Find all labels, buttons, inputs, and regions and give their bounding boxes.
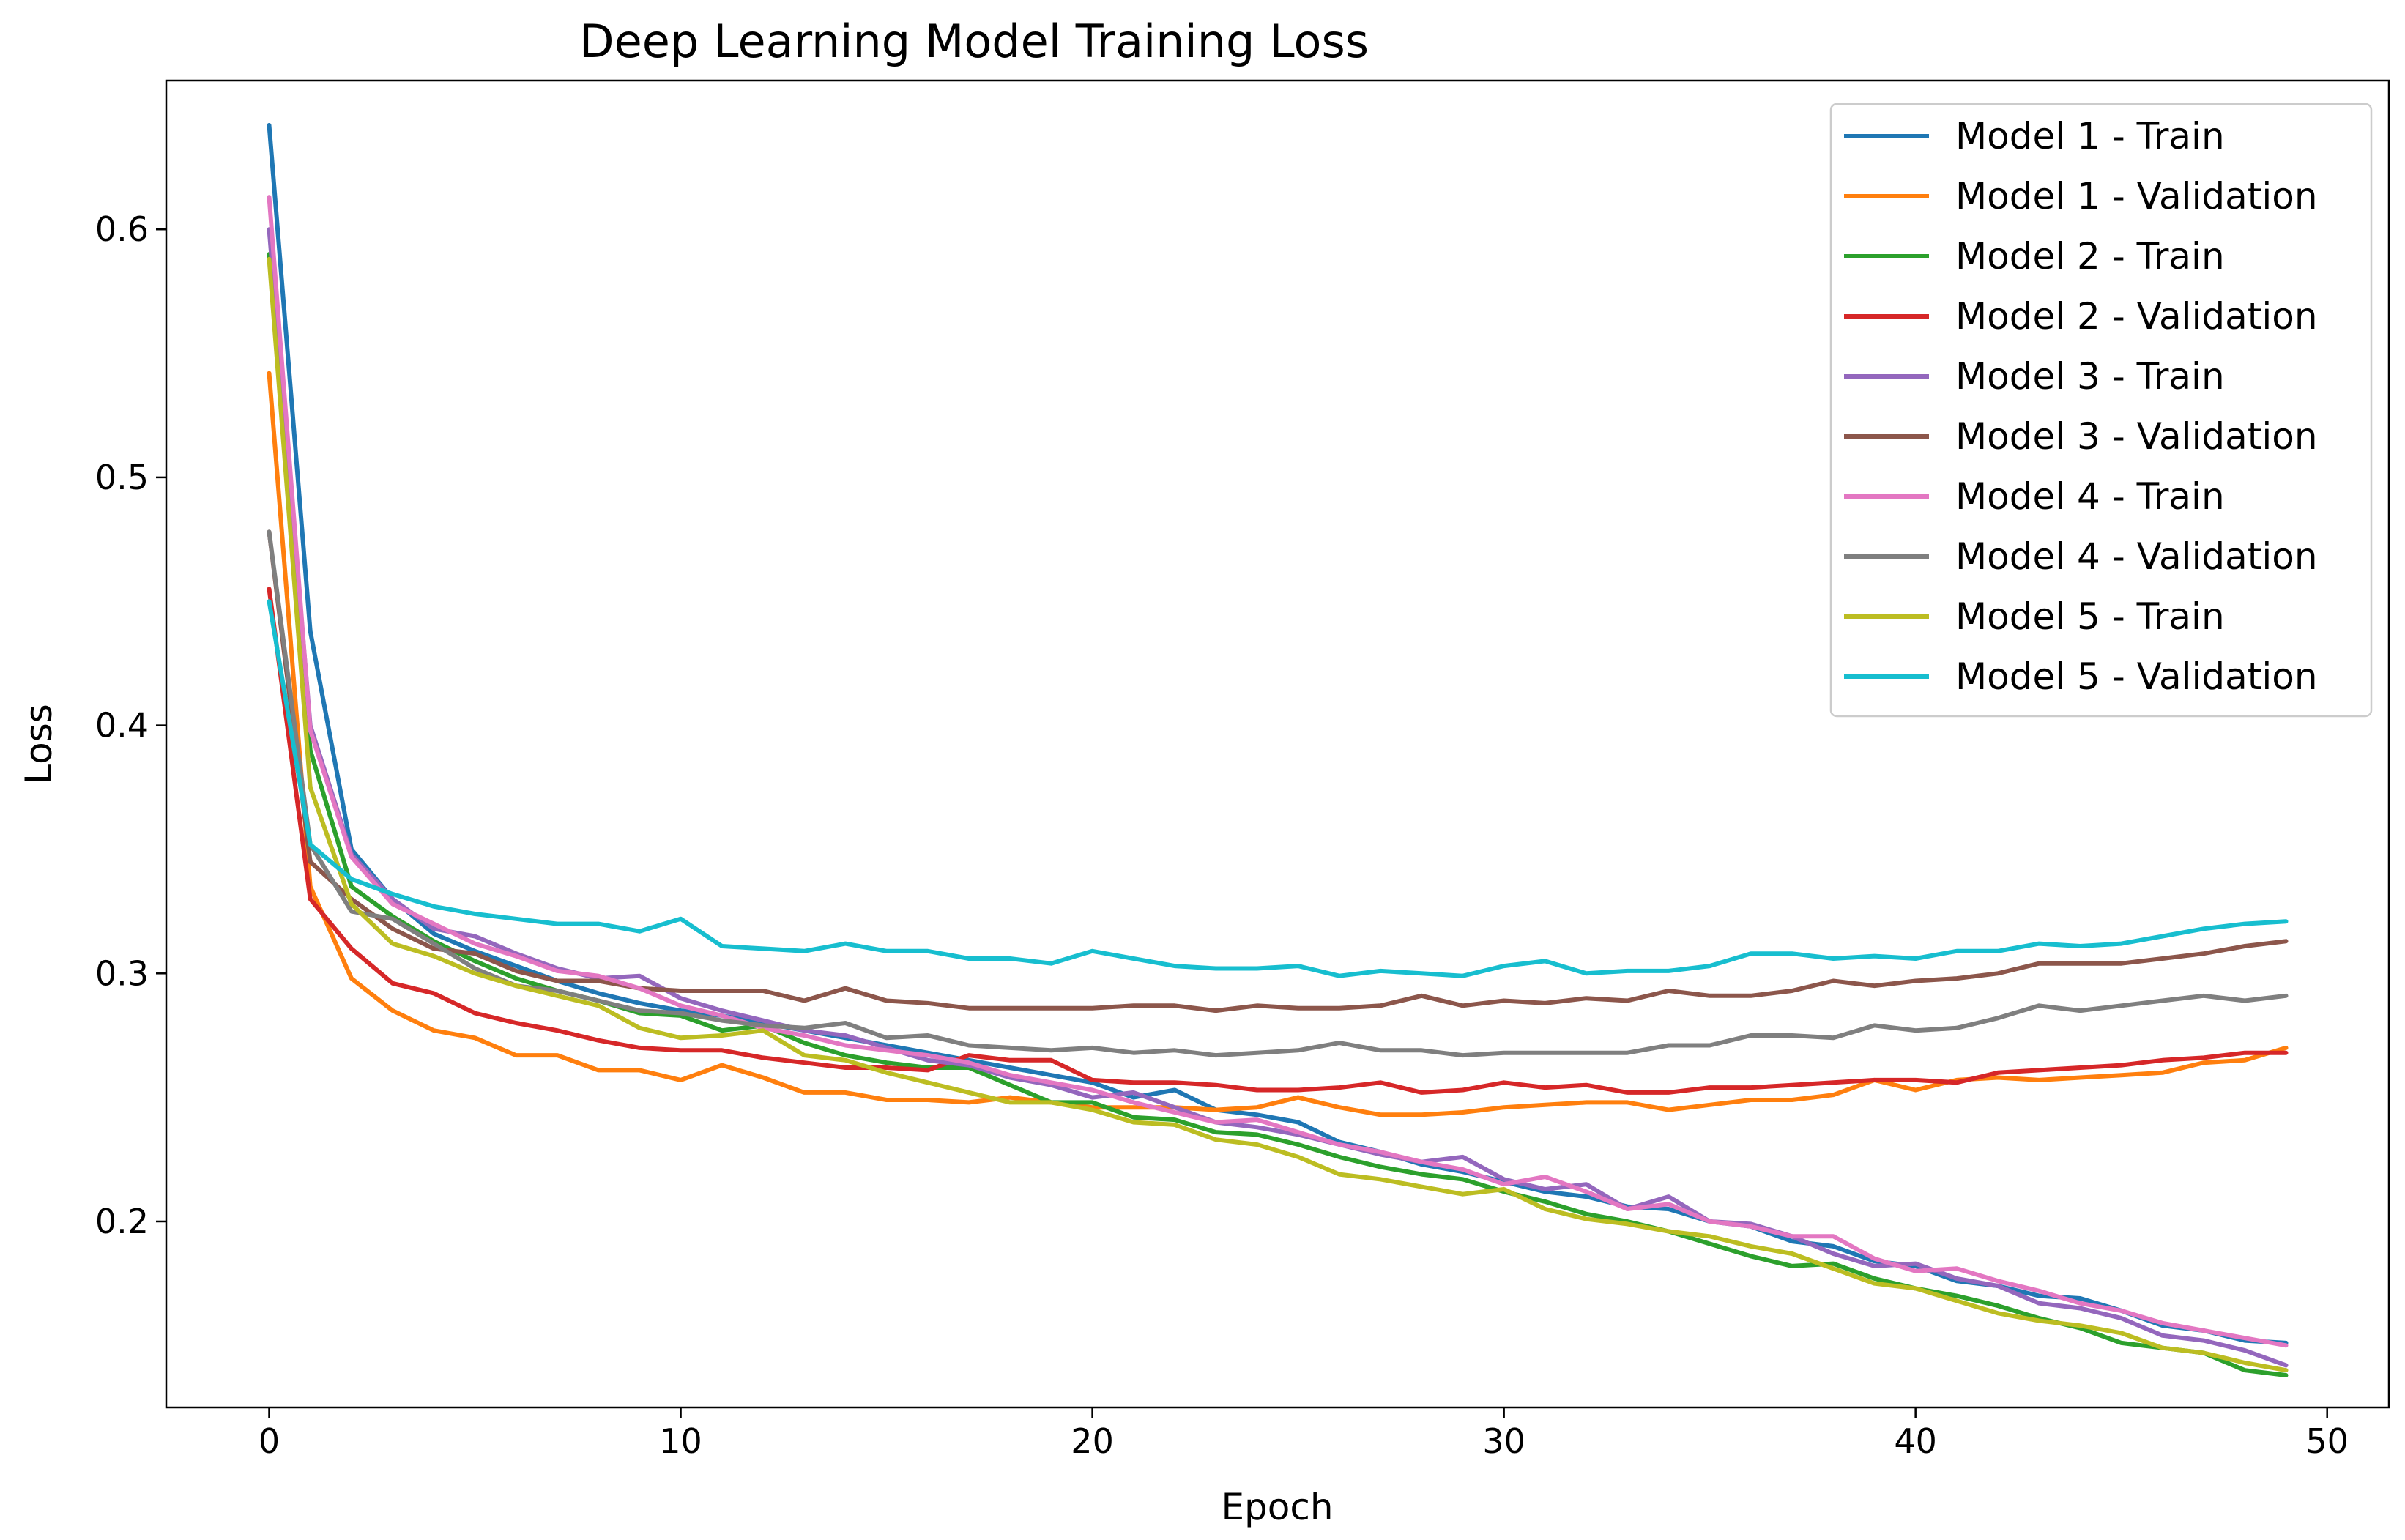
chart-title: Deep Learning Model Training Loss xyxy=(579,15,1369,68)
legend-label-10: Model 5 - Validation xyxy=(1955,655,2318,698)
y-tick-label: 0.3 xyxy=(95,953,149,993)
legend-label-5: Model 3 - Train xyxy=(1955,355,2225,398)
x-tick-label: 0 xyxy=(259,1421,280,1461)
y-tick-label: 0.4 xyxy=(95,706,149,745)
series-line-8 xyxy=(267,529,2289,1058)
series-layer xyxy=(267,123,2289,1377)
series-line-4 xyxy=(267,587,2289,1095)
legend-label-9: Model 5 - Train xyxy=(1955,595,2225,638)
y-tick-label: 0.5 xyxy=(95,458,149,497)
series-line-9 xyxy=(267,256,2289,1373)
legend-label-4: Model 2 - Validation xyxy=(1955,295,2318,338)
legend-label-3: Model 2 - Train xyxy=(1955,235,2225,278)
plot-frame xyxy=(165,79,2390,1409)
x-tick-label: 10 xyxy=(659,1421,702,1461)
y-axis-label: Loss xyxy=(18,704,60,784)
legend-label-2: Model 1 - Validation xyxy=(1955,175,2318,217)
series-line-10 xyxy=(267,599,2289,978)
legend-label-8: Model 4 - Validation xyxy=(1955,535,2318,578)
y-axis: 0.2 0.3 0.4 0.5 0.6 xyxy=(95,209,166,1241)
x-tick-label: 40 xyxy=(1894,1421,1937,1461)
series-line-7 xyxy=(267,195,2289,1348)
legend-box xyxy=(1829,103,2373,718)
series-line-6 xyxy=(267,529,2289,1013)
y-tick-label: 0.6 xyxy=(95,209,149,249)
x-tick-label: 50 xyxy=(2305,1421,2349,1461)
y-tick-label: 0.2 xyxy=(95,1202,149,1241)
x-axis: 0 10 20 30 40 50 xyxy=(259,1407,2349,1461)
series-line-1 xyxy=(267,123,2289,1345)
legend-label-1: Model 1 - Train xyxy=(1955,115,2225,157)
legend: Model 1 - Train Model 1 - Validation Model… xyxy=(1829,103,2373,718)
legend-label-6: Model 3 - Validation xyxy=(1955,415,2318,458)
x-tick-label: 30 xyxy=(1482,1421,1525,1461)
x-tick-label: 20 xyxy=(1071,1421,1114,1461)
legend-label-7: Model 4 - Train xyxy=(1955,475,2225,518)
x-axis-label: Epoch xyxy=(1221,1486,1333,1528)
